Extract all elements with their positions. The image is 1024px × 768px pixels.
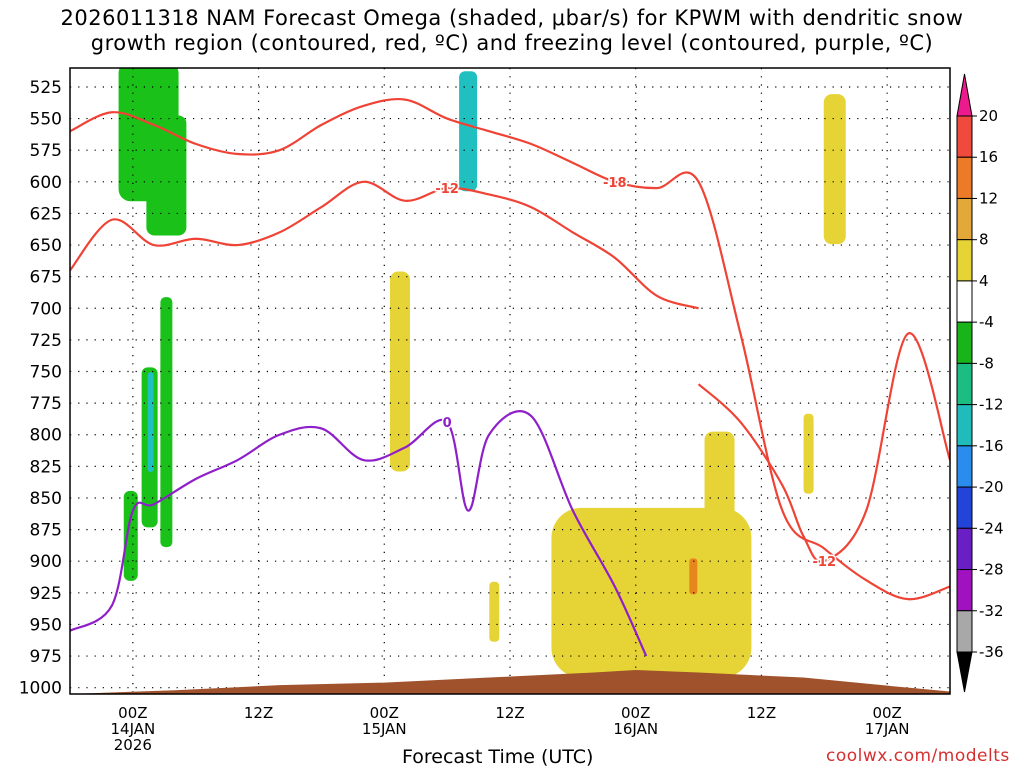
omega-yellow-region-1	[704, 431, 735, 552]
colorbar-swatch-4	[956, 280, 973, 323]
axes-layer: 525 550 575 600 625 650 675 700 725 750 775 800 825 8…	[19, 67, 951, 754]
contour-layer	[70, 98, 950, 657]
x-axis-title: Forecast Time (UTC)	[402, 746, 594, 768]
y-tick-label: 750	[30, 363, 62, 383]
y-tick-label: 900	[30, 552, 62, 572]
colorbar-tick-label: 4	[979, 272, 989, 290]
colorbar-top-arrow	[956, 73, 973, 117]
colorbar-tick-label: -16	[979, 437, 1004, 455]
x-tick-label: 2026	[114, 736, 152, 754]
colorbar-tick-label: -36	[979, 643, 1004, 661]
omega-green-region-5	[118, 68, 179, 202]
colorbar-tick-label: -12	[979, 396, 1004, 414]
colorbar-swatch-9	[956, 486, 973, 529]
colorbar: 20 16 12 8 4 -4 -8 -12 -16 -20 -24 -28 -32 -36	[956, 73, 1004, 693]
omega-shading	[118, 68, 846, 678]
colorbar-tick-label: 20	[979, 107, 998, 125]
colorbar-tick-label: -32	[979, 602, 1004, 620]
omega-green-region-2	[123, 490, 138, 581]
dgz-contour-label-2: -12	[813, 555, 837, 570]
y-tick-label: 875	[30, 521, 62, 541]
omega-teal-region-0	[147, 372, 154, 473]
colorbar-swatch-6	[956, 362, 973, 406]
y-tick-label: 1000	[19, 679, 62, 699]
x-tick-label: 12Z	[747, 704, 776, 722]
plot-background	[70, 68, 950, 694]
dgz-contour-1	[70, 180, 699, 310]
colorbar-swatch-8	[956, 445, 973, 488]
y-tick-label: 975	[30, 647, 62, 667]
colorbar-swatch-1	[956, 156, 973, 199]
y-tick-label: 625	[30, 204, 62, 224]
omega-yellow-region-3	[823, 94, 846, 245]
y-tick-label: 650	[30, 236, 62, 256]
x-tick-label: 14JAN	[110, 720, 155, 738]
x-tick-label: 12Z	[495, 704, 524, 722]
omega-yellow-region-0	[551, 507, 752, 678]
colorbar-tick-label: -4	[979, 313, 994, 331]
colorbar-swatch-5	[956, 321, 973, 364]
y-tick-label: 725	[30, 331, 62, 351]
y-tick-label: 800	[30, 426, 62, 446]
terrain-layer	[70, 669, 950, 694]
y-tick-label: 775	[30, 394, 62, 414]
freezing-level-contour-0	[70, 410, 648, 657]
colorbar-swatch-7	[956, 404, 973, 447]
dgz-contour-label-1: -12	[435, 182, 459, 197]
colorbar-swatch-3	[956, 239, 973, 282]
website-credit: coolwx.com/modelts	[826, 746, 1010, 766]
omega-yellow-region-2	[803, 413, 814, 494]
colorbar-swatch-11	[956, 569, 973, 612]
plot-frame	[69, 67, 951, 695]
x-tick-label: 00Z	[118, 704, 147, 722]
colorbar-tick-label: -24	[979, 519, 1004, 537]
y-tick-label: 825	[30, 457, 62, 477]
plot-area	[70, 68, 950, 694]
colorbar-swatch-0	[956, 115, 973, 158]
x-tick-label: 12Z	[244, 704, 273, 722]
y-tick-label: 525	[30, 78, 62, 98]
freezing-level-contour-label-0: 0	[443, 416, 452, 431]
x-tick-label: 15JAN	[362, 720, 407, 738]
chart-title: 2026011318 NAM Forecast Omega (shaded, μ…	[0, 6, 1024, 56]
y-tick-label: 675	[30, 268, 62, 288]
omega-teal-region-1	[459, 71, 478, 192]
dgz-contour-0	[70, 98, 950, 601]
x-tick-label: 16JAN	[613, 720, 658, 738]
y-tick-label: 850	[30, 489, 62, 509]
x-tick-label: 00Z	[370, 704, 399, 722]
colorbar-tick-label: -8	[979, 354, 994, 372]
colorbar-swatch-12	[956, 610, 973, 653]
colorbar-bottom-arrow	[956, 651, 973, 693]
chart-title-line1: 2026011318 NAM Forecast Omega (shaded, μ…	[60, 6, 964, 30]
terrain-fill	[70, 669, 950, 694]
contour-label-layer: -18 -12 -12 0	[434, 174, 838, 571]
y-tick-label: 575	[30, 141, 62, 161]
y-tick-label: 600	[30, 173, 62, 193]
y-tick-label: 550	[30, 110, 62, 130]
y-tick-label: 700	[30, 299, 62, 319]
dgz-contour-label-0: -18	[603, 176, 627, 191]
y-tick-label: 925	[30, 584, 62, 604]
colorbar-tick-label: 16	[979, 148, 998, 166]
colorbar-tick-label: 8	[979, 231, 989, 249]
omega-orange-region-0	[689, 558, 698, 595]
chart-title-line2: growth region (contoured, red, ºC) and f…	[90, 31, 934, 55]
colorbar-tick-label: 12	[979, 189, 998, 207]
omega-yellow-region-5	[489, 581, 500, 642]
colorbar-tick-label: -20	[979, 478, 1004, 496]
x-tick-label: 00Z	[872, 704, 901, 722]
x-tick-label: 17JAN	[865, 720, 910, 738]
colorbar-swatch-10	[956, 527, 973, 571]
omega-green-region-1	[160, 297, 173, 548]
y-tick-label: 950	[30, 615, 62, 635]
omega-yellow-region-4	[390, 271, 410, 472]
dgz-contour-2	[697, 332, 950, 563]
colorbar-swatch-2	[956, 197, 973, 241]
colorbar-tick-label: -28	[979, 561, 1004, 579]
x-tick-label: 00Z	[621, 704, 650, 722]
